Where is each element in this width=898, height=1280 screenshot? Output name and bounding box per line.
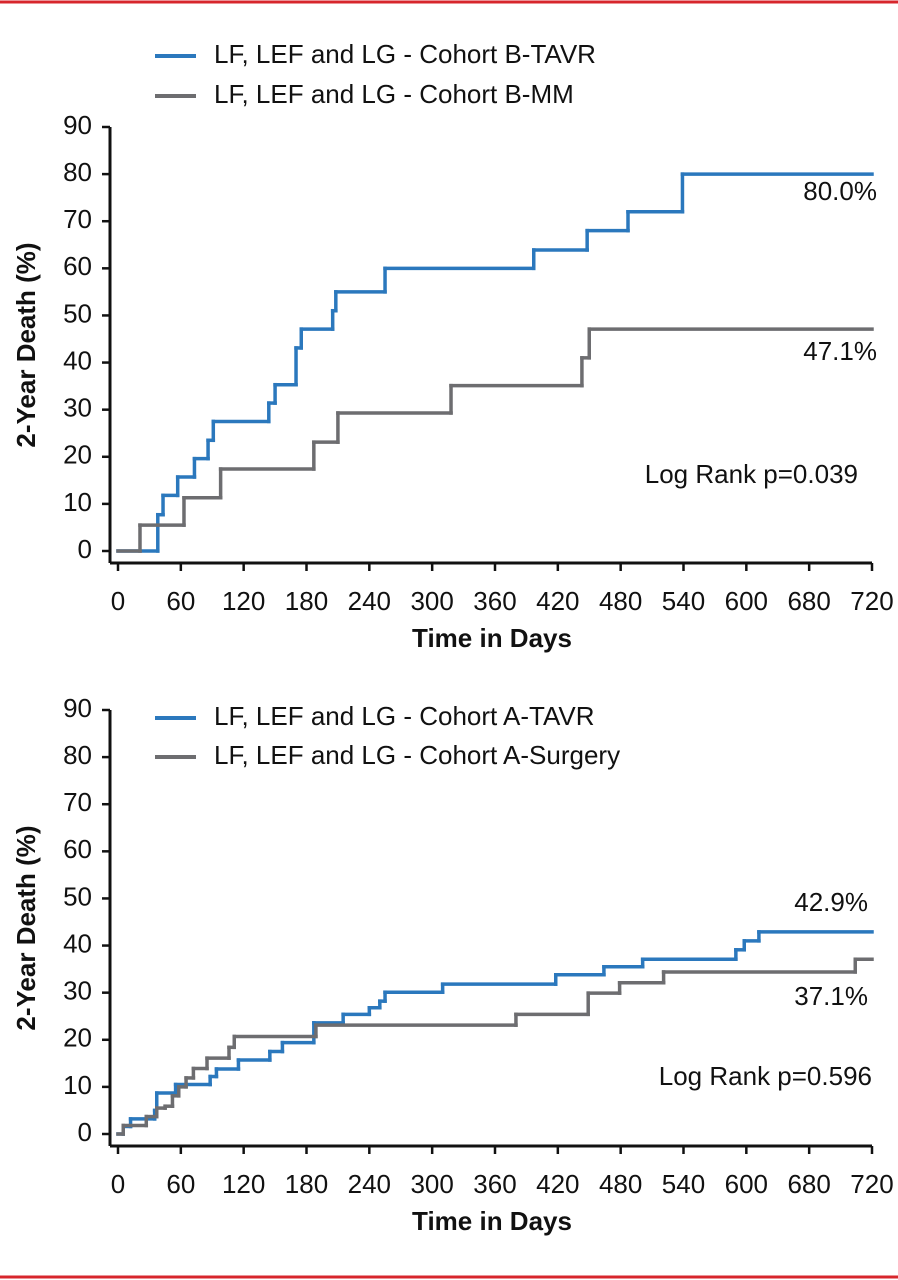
- annotation: 47.1%: [803, 336, 877, 366]
- y-tick-label: 0: [78, 1117, 92, 1147]
- y-tick-label: 10: [63, 487, 92, 517]
- x-tick-label: 360: [473, 1169, 516, 1199]
- x-axis-label: Time in Days: [412, 1206, 572, 1236]
- y-tick-label: 30: [63, 393, 92, 423]
- x-tick-label: 480: [599, 1169, 642, 1199]
- x-tick-label: 360: [473, 586, 516, 616]
- x-tick-label: 480: [599, 586, 642, 616]
- y-tick-label: 40: [63, 345, 92, 375]
- legend-label: LF, LEF and LG - Cohort B-TAVR: [214, 39, 596, 69]
- legend-label: LF, LEF and LG - Cohort B-MM: [214, 79, 574, 109]
- y-tick-label: 20: [63, 440, 92, 470]
- x-tick-label: 720: [850, 586, 893, 616]
- x-tick-label: 120: [222, 1169, 265, 1199]
- x-tick-label: 120: [222, 586, 265, 616]
- x-tick-label: 180: [285, 1169, 328, 1199]
- y-tick-label: 80: [63, 157, 92, 187]
- annotation: 42.9%: [794, 887, 868, 917]
- y-tick-label: 50: [63, 298, 92, 328]
- y-tick-label: 0: [78, 534, 92, 564]
- y-tick-label: 60: [63, 834, 92, 864]
- x-tick-label: 240: [348, 1169, 391, 1199]
- x-tick-label: 540: [662, 1169, 705, 1199]
- y-tick-label: 70: [63, 787, 92, 817]
- annotation: Log Rank p=0.039: [645, 459, 858, 489]
- y-tick-label: 90: [63, 110, 92, 140]
- x-tick-label: 300: [410, 586, 453, 616]
- y-tick-label: 30: [63, 976, 92, 1006]
- y-tick-label: 60: [63, 251, 92, 281]
- legend-label: LF, LEF and LG - Cohort A-Surgery: [214, 740, 620, 770]
- x-tick-label: 0: [111, 1169, 125, 1199]
- x-tick-label: 680: [787, 1169, 830, 1199]
- x-tick-label: 300: [410, 1169, 453, 1199]
- y-axis-label: 2-Year Death (%): [11, 825, 41, 1030]
- y-tick-label: 70: [63, 204, 92, 234]
- y-tick-label: 90: [63, 693, 92, 723]
- x-tick-label: 60: [166, 586, 195, 616]
- annotation: Log Rank p=0.596: [659, 1061, 872, 1091]
- x-tick-label: 240: [348, 586, 391, 616]
- x-tick-label: 0: [111, 586, 125, 616]
- x-tick-label: 60: [166, 1169, 195, 1199]
- annotation: 37.1%: [794, 981, 868, 1011]
- annotation: 80.0%: [803, 176, 877, 206]
- x-tick-label: 600: [725, 1169, 768, 1199]
- legend-label: LF, LEF and LG - Cohort A-TAVR: [214, 701, 595, 731]
- x-tick-label: 720: [850, 1169, 893, 1199]
- y-tick-label: 40: [63, 928, 92, 958]
- y-tick-label: 10: [63, 1070, 92, 1100]
- x-tick-label: 540: [662, 586, 705, 616]
- x-tick-label: 420: [536, 1169, 579, 1199]
- x-tick-label: 680: [787, 586, 830, 616]
- x-tick-label: 600: [725, 586, 768, 616]
- x-axis-label: Time in Days: [412, 623, 572, 653]
- y-tick-label: 20: [63, 1023, 92, 1053]
- x-tick-label: 180: [285, 586, 328, 616]
- y-tick-label: 50: [63, 881, 92, 911]
- x-tick-label: 420: [536, 586, 579, 616]
- y-axis-label: 2-Year Death (%): [11, 242, 41, 447]
- y-tick-label: 80: [63, 740, 92, 770]
